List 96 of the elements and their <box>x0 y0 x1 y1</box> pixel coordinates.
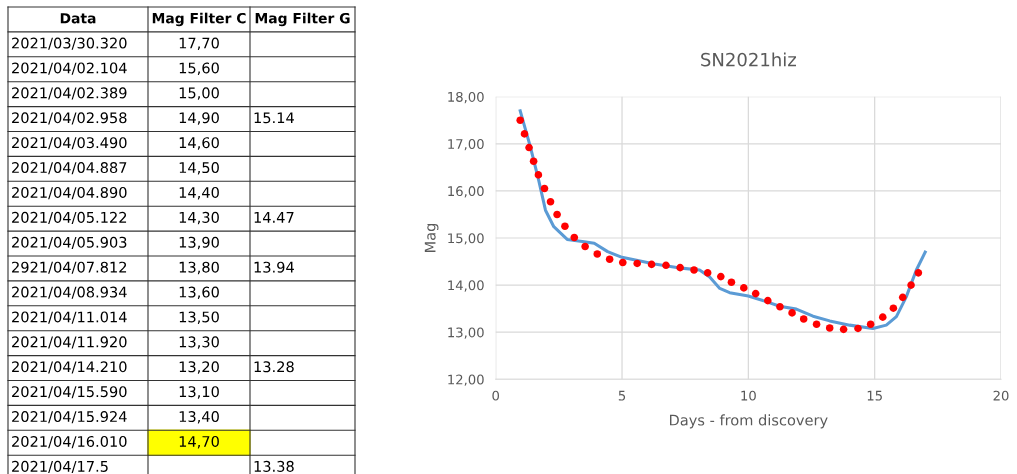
point <box>553 210 561 219</box>
x-tick-label: 5 <box>618 390 626 401</box>
text: 2021/04/17.5 <box>12 460 108 474</box>
x-tick-label: 20 <box>993 390 1009 401</box>
text: 2021/04/11.014 <box>12 311 127 324</box>
point <box>740 284 748 292</box>
point <box>605 255 614 263</box>
x-axis-title: Days - from discovery <box>670 414 828 429</box>
point <box>751 289 760 298</box>
text: Mag Filter G <box>255 12 350 27</box>
text: 13,10 <box>179 386 219 399</box>
point <box>520 130 529 138</box>
point <box>812 320 821 328</box>
text: 2021/04/05.122 <box>12 211 127 225</box>
point <box>561 222 569 231</box>
y-tick-label: 17,00 <box>448 139 484 151</box>
point <box>540 184 549 193</box>
point <box>647 260 656 269</box>
text: 2021/04/11.920 <box>12 336 127 349</box>
point <box>703 269 712 277</box>
text: 15.14 <box>254 112 294 124</box>
text: 2021/03/30.320 <box>12 37 127 50</box>
point <box>529 157 538 166</box>
y-tick-label: 15,00 <box>448 233 484 245</box>
text: 2021/04/04.890 <box>12 186 127 200</box>
text: 17,70 <box>179 37 219 51</box>
point <box>907 281 915 289</box>
point <box>788 309 796 317</box>
text: 13,90 <box>179 236 219 250</box>
point <box>914 269 923 277</box>
text: 14,60 <box>179 137 219 150</box>
text: 14,70 <box>179 435 219 449</box>
point <box>676 263 684 272</box>
point <box>546 197 555 206</box>
y-tick-label: 16,00 <box>448 186 484 198</box>
text: 14,30 <box>179 211 219 225</box>
point <box>662 261 670 270</box>
chart-title: SN2021hiz <box>701 52 796 67</box>
point <box>889 304 898 312</box>
point <box>866 320 875 328</box>
text: 14,50 <box>179 162 219 175</box>
point <box>581 242 589 251</box>
text: 13,20 <box>179 361 219 374</box>
point <box>690 266 698 274</box>
point <box>525 143 533 152</box>
text: 13,60 <box>179 286 219 300</box>
text: 2021/04/14.210 <box>12 361 127 374</box>
point <box>776 302 784 311</box>
text: 2021/04/16.010 <box>12 435 127 449</box>
text: 14,90 <box>179 112 219 125</box>
text: 2921/04/07.812 <box>12 261 127 274</box>
text: 14.47 <box>254 212 294 223</box>
text: 2021/04/15.924 <box>12 411 127 424</box>
text: 15,60 <box>179 62 219 75</box>
text: 2021/04/08.934 <box>12 286 127 299</box>
point <box>727 278 736 287</box>
text: 2021/04/04.887 <box>12 162 127 175</box>
text: 13,50 <box>179 311 219 324</box>
point <box>825 324 834 332</box>
point <box>854 324 862 333</box>
point <box>799 315 808 323</box>
y-tick-label: 12,00 <box>448 374 484 386</box>
y-tick-label: 14,00 <box>448 280 484 292</box>
y-axis-title: Mag <box>424 223 439 252</box>
text: 13,80 <box>179 261 219 275</box>
x-tick-label: 10 <box>741 390 756 401</box>
text: 2021/04/03.490 <box>12 137 127 150</box>
text: 13.28 <box>254 361 294 373</box>
text: 13.38 <box>254 460 294 472</box>
text: 14,40 <box>179 186 219 200</box>
text: 13,40 <box>179 411 219 424</box>
point <box>878 313 887 321</box>
point <box>593 250 602 258</box>
point <box>633 259 641 268</box>
text: Data <box>60 13 96 24</box>
point <box>534 171 543 179</box>
y-tick-label: 13,00 <box>448 327 484 339</box>
point <box>898 293 907 302</box>
point <box>717 272 725 281</box>
text: 2021/04/15.590 <box>12 386 127 399</box>
point <box>618 258 627 267</box>
point <box>516 116 525 125</box>
x-tick-label: 15 <box>867 390 882 401</box>
point <box>764 296 772 305</box>
x-tick-label: 0 <box>492 390 500 401</box>
text: 2021/04/02.958 <box>12 112 127 125</box>
text: 13.94 <box>254 261 294 273</box>
text: 2021/04/05.903 <box>12 236 127 249</box>
text: 2021/04/02.104 <box>12 62 127 75</box>
text: 2021/04/02.389 <box>12 87 127 100</box>
text: Mag Filter C <box>152 12 246 27</box>
point <box>570 233 579 242</box>
text: 15,00 <box>179 87 219 100</box>
text: 13,30 <box>179 336 219 349</box>
point <box>839 325 848 334</box>
y-tick-label: 18,00 <box>448 91 484 104</box>
